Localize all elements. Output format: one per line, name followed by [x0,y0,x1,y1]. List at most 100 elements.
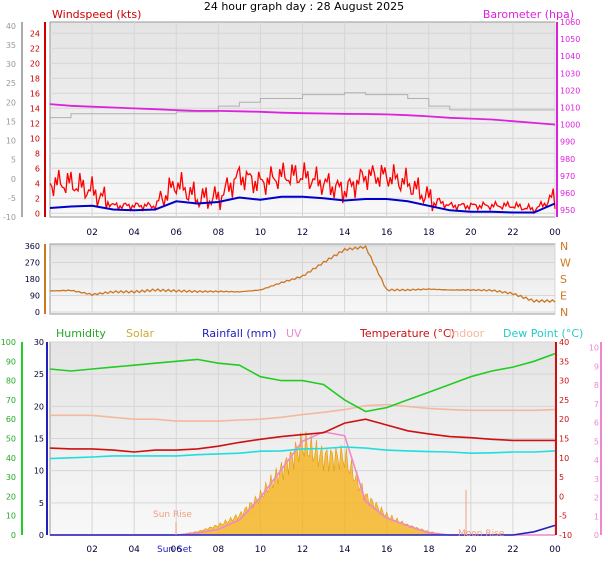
wind-tick-label: 20 [30,59,40,68]
x-tick-label: 16 [381,228,393,238]
uv-tick-label: 7 [594,400,599,409]
windspeed-label: Windspeed (kts) [52,8,141,21]
x-tick-label: 08 [213,545,225,555]
temperature-tick-label: 30 [559,377,569,386]
axes-layer: 0202040406060808101012121414161618182020… [1,18,602,555]
x-tick-label: 14 [339,228,351,238]
x-tick-label: 16 [381,545,393,555]
humidity-tick-label: 70 [6,396,16,405]
main-tick-label: 0 [39,531,44,540]
humidity-tick-label: 20 [6,492,16,501]
barometer-tick-label: 950 [560,206,575,215]
humidity-tick-label: 40 [6,454,16,463]
uv-tick-label: 2 [594,494,599,503]
direction-tick-label: 270 [25,259,40,268]
barometer-tick-label: 1010 [560,104,580,113]
gust-tick-label: 30 [6,60,16,69]
direction-series-line [49,244,556,304]
temperature-tick-label: 40 [559,338,569,347]
humidity-tick-label: 50 [6,435,16,444]
x-tick-label: 06 [171,545,183,555]
wind-tick-label: 10 [30,134,40,143]
windspeed-series-line [49,162,556,215]
barometer-series-line [49,103,556,126]
barometer-tick-label: 1020 [560,86,580,95]
x-tick-label: 06 [171,228,183,238]
moonrise-annotation: Moon Rise [458,529,505,539]
legend-uv: UV [286,327,302,340]
wind-tick-label: 2 [35,194,40,203]
humidity-tick-label: 60 [6,415,16,424]
gust-tick-label: 15 [6,117,16,126]
main-tick-label: 10 [34,467,44,476]
legend-solar: Solar [126,327,155,340]
gust-tick-label: -10 [3,213,16,222]
temperature-tick-label: 20 [559,415,569,424]
sunrise-annotation: Sun Rise [153,510,192,520]
humidity-series-line [49,352,556,413]
temperature-tick-label: -10 [559,531,572,540]
gust-tick-label: 35 [6,41,16,50]
wind-tick-label: 4 [35,179,40,188]
wind-tick-label: 18 [30,74,40,83]
uv-tick-label: 10 [589,344,599,353]
humidity-tick-label: 10 [6,512,16,521]
barometer-tick-label: 970 [560,172,575,181]
gust-tick-label: 5 [11,156,16,165]
rainfall-series-line [50,524,556,536]
compass-label: S [560,273,567,286]
wind-average-series-line [49,195,556,214]
temperature-tick-label: 35 [559,357,569,366]
direction-tick-label: 180 [25,275,40,284]
sunset-annotation: Sun Set [157,545,192,555]
temperature-tick-label: -5 [559,512,567,521]
humidity-tick-label: 100 [1,338,16,347]
temperature-tick-label: 15 [559,435,569,444]
x-tick-label: 18 [423,228,435,238]
x-tick-label: 22 [507,545,518,555]
temperature-series-line [49,418,555,453]
x-tick-label: 02 [86,545,97,555]
wind-tick-label: 0 [35,209,40,218]
main-tick-label: 20 [34,402,44,411]
x-tick-label: 08 [213,228,225,238]
x-tick-label: 10 [255,228,267,238]
uv-tick-label: 9 [594,362,599,371]
gridlines [50,22,556,536]
temperature-tick-label: 0 [559,492,564,501]
legend-dewpoint: Dew Point (°C) [503,327,583,340]
uv-tick-label: 4 [594,456,599,465]
gust-tick-label: 20 [6,98,16,107]
uv-tick-label: 5 [594,437,599,446]
humidity-tick-label: 80 [6,377,16,386]
uv-tick-label: 6 [594,419,599,428]
direction-tick-label: 0 [35,308,40,317]
barometer-tick-label: 1030 [560,69,580,78]
uv-tick-label: 1 [594,512,599,521]
uv-tick-label: 3 [594,475,599,484]
legend-humidity: Humidity [56,327,106,340]
wind-tick-label: 14 [30,104,40,113]
x-tick-label: 00 [549,228,561,238]
barometer-tick-label: 1040 [560,52,580,61]
barometer-tick-label: 1060 [560,18,580,27]
compass-label: E [560,290,567,303]
chart-title: 24 hour graph day : 28 August 2025 [204,0,404,13]
barometer-tick-label: 980 [560,155,575,164]
barometer-tick-label: 1000 [560,121,580,130]
uv-tick-label: 8 [594,381,599,390]
barometer-tick-label: 960 [560,189,575,198]
gust-series-line [50,92,555,119]
barometer-tick-label: 990 [560,138,575,147]
humidity-tick-label: 90 [6,357,16,366]
x-tick-label: 20 [465,228,477,238]
x-tick-label: 12 [297,545,308,555]
wind-tick-label: 8 [35,149,40,158]
direction-tick-label: 360 [25,242,40,251]
wind-tick-label: 16 [30,89,40,98]
wind-tick-label: 6 [35,164,40,173]
legend-temperature: Temperature (°C) [359,327,455,340]
temperature-tick-label: 10 [559,454,569,463]
